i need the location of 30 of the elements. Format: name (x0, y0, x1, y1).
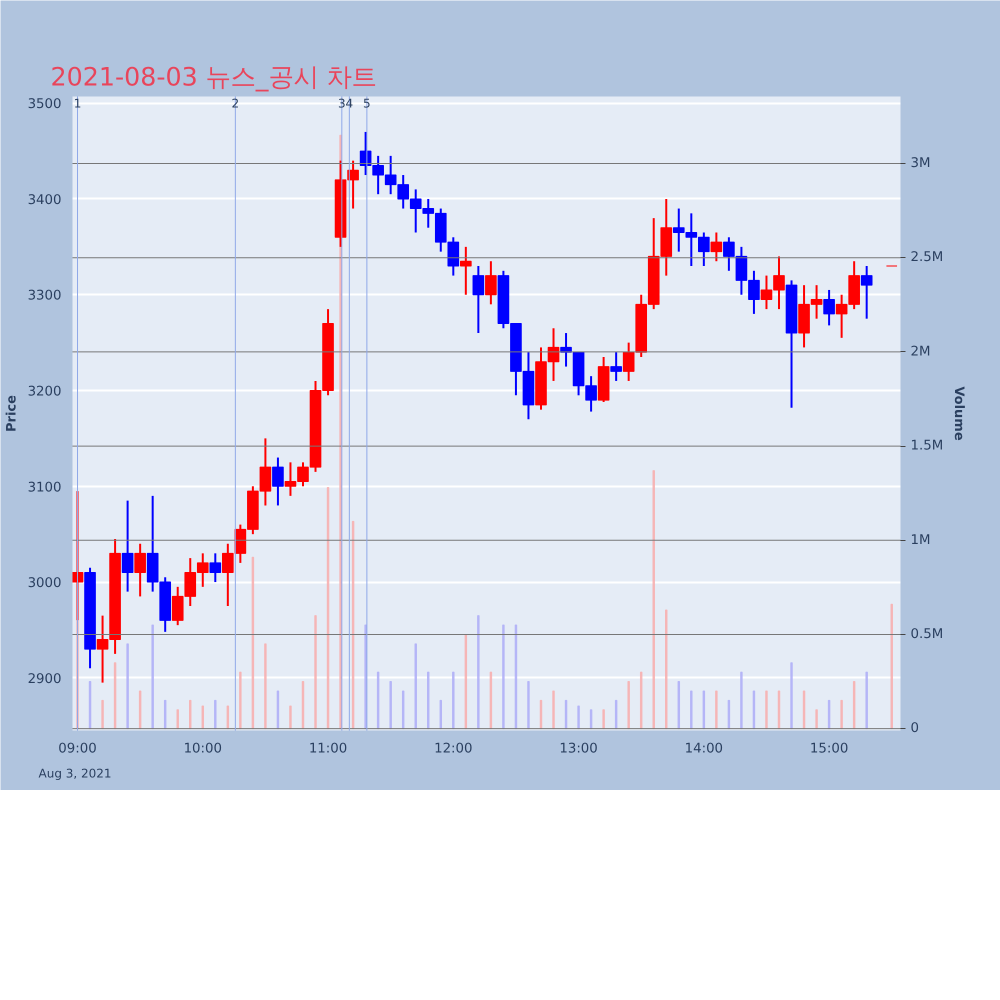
y2-tick-label: 1M (910, 532, 930, 548)
y-tick-label: 2900 (28, 672, 62, 687)
x-tick-label: 12:00 (434, 742, 473, 756)
x-tick-label: 09:00 (58, 742, 97, 756)
y-axis-title: Price (4, 394, 20, 432)
annotation: 1 (74, 96, 82, 110)
chart-title: 2021-08-03 뉴스_공시 차트 (50, 62, 376, 92)
y2-tick-label: 2M (910, 344, 930, 360)
annotation: 5 (363, 96, 371, 110)
y2-tick-label: 0 (910, 721, 919, 736)
annotation: 4 (346, 96, 354, 110)
x-tick-label: 15:00 (810, 742, 848, 756)
y2-tick-label: 0.5M (910, 626, 944, 642)
y-tick-label: 3400 (28, 192, 62, 208)
x-tick-label: 10:00 (184, 742, 222, 756)
x-tick-label: 13:00 (559, 742, 598, 756)
annotation: 3 (338, 96, 346, 110)
y-tick-label: 3100 (28, 480, 62, 496)
y2-tick-label: 1.5M (910, 438, 944, 454)
y-tick-label: 3300 (28, 288, 62, 304)
x-tick-label: 14:00 (684, 742, 724, 756)
y-tick-label: 3500 (28, 97, 62, 112)
y-tick-label: 3000 (28, 576, 62, 592)
x-tick-label: 11:00 (308, 742, 348, 756)
text: Aug 3, 2021 (38, 766, 112, 780)
annotation: 2 (232, 96, 240, 110)
y2-tick-label: 3M (910, 156, 930, 172)
y2-axis-title: Volume (951, 386, 966, 441)
y2-tick-label: 2.5M (910, 250, 944, 266)
y-tick-label: 3200 (28, 384, 62, 400)
